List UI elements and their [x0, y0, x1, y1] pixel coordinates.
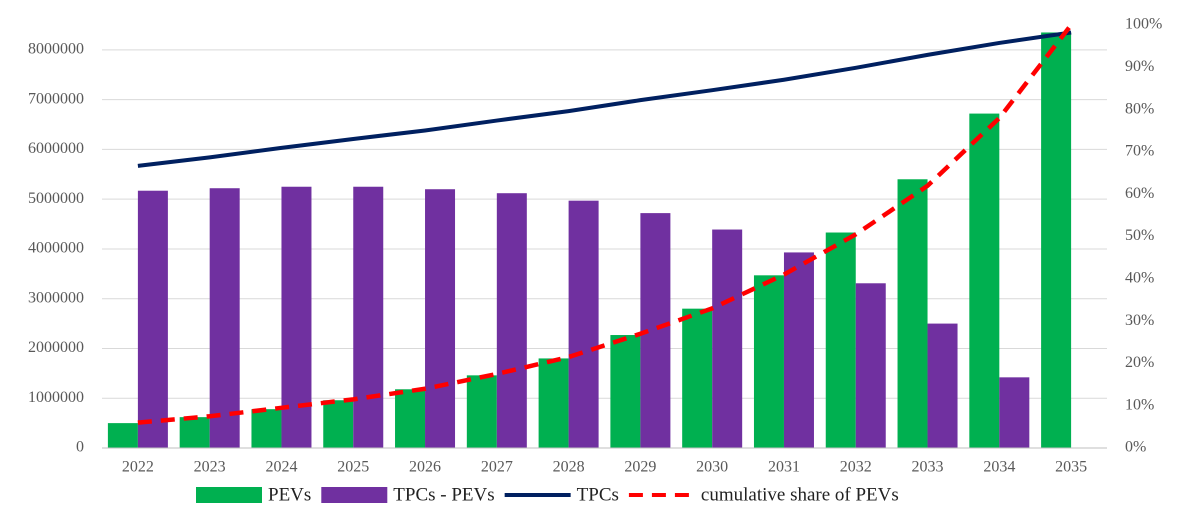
x-tick-label: 2035: [1055, 459, 1087, 476]
y-tick-label: 6000000: [28, 140, 84, 157]
y2-tick-label: 100%: [1125, 16, 1162, 33]
bar: [610, 335, 641, 448]
x-tick-label: 2022: [122, 459, 154, 476]
y-tick-label: 0: [76, 439, 84, 456]
bar: [209, 188, 240, 448]
y-tick-label: 7000000: [28, 90, 84, 107]
legend-label: PEVs: [268, 484, 311, 505]
x-tick-label: 2024: [265, 459, 297, 476]
line-series: [137, 23, 1073, 425]
y2-tick-label: 40%: [1125, 269, 1154, 286]
bar: [466, 375, 497, 448]
bar: [137, 190, 168, 448]
y2-tick-label: 50%: [1125, 227, 1154, 244]
y-tick-label: 1000000: [28, 389, 84, 406]
bar: [251, 409, 282, 448]
y2-tick-label: 0%: [1125, 439, 1146, 456]
y2-tick-label: 80%: [1125, 100, 1154, 117]
bar: [682, 308, 713, 448]
x-tick-label: 2023: [194, 459, 226, 476]
bar: [825, 232, 856, 448]
x-tick-label: 2030: [696, 459, 728, 476]
x-tick-label: 2028: [553, 459, 585, 476]
y2-tick-label: 30%: [1125, 312, 1154, 329]
legend-swatch: [321, 487, 388, 503]
bar: [323, 400, 354, 448]
legend-label: TPCs - PEVs: [393, 484, 494, 505]
bar: [783, 252, 814, 448]
x-tick-label: 2034: [983, 459, 1015, 476]
bar: [425, 189, 456, 449]
bar: [897, 179, 928, 449]
bar: [712, 229, 743, 448]
x-tick-label: 2032: [840, 459, 872, 476]
bar: [179, 417, 210, 448]
y2-tick-label: 60%: [1125, 185, 1154, 202]
y-tick-label: 3000000: [28, 289, 84, 306]
y2-tick-label: 70%: [1125, 143, 1154, 160]
bar: [855, 283, 886, 448]
legend-label: cumulative share of PEVs: [701, 484, 899, 505]
bar: [1041, 32, 1072, 448]
y-tick-label: 5000000: [28, 190, 84, 207]
x-tick-label: 2029: [624, 459, 656, 476]
x-tick-label: 2031: [768, 459, 800, 476]
y2-tick-label: 90%: [1125, 58, 1154, 75]
bar: [538, 358, 569, 448]
bar: [969, 113, 1000, 448]
x-tick-label: 2026: [409, 459, 441, 476]
legend-label: TPCs: [577, 484, 619, 505]
bar: [496, 193, 527, 448]
bar: [999, 377, 1030, 448]
bar: [753, 275, 784, 448]
y-tick-label: 2000000: [28, 339, 84, 356]
bar: [353, 186, 384, 448]
x-tick-label: 2025: [337, 459, 369, 476]
bar: [927, 323, 958, 448]
bar: [568, 200, 599, 448]
y2-tick-label: 10%: [1125, 396, 1154, 413]
x-tick-label: 2033: [912, 459, 944, 476]
bar: [107, 423, 138, 448]
y2-tick-label: 20%: [1125, 354, 1154, 371]
x-tick-label: 2027: [481, 459, 513, 476]
bar: [395, 389, 426, 448]
legend-swatch: [196, 487, 262, 503]
line-series: [137, 30, 1072, 168]
y-tick-label: 4000000: [28, 240, 84, 257]
y-tick-label: 8000000: [28, 41, 84, 58]
